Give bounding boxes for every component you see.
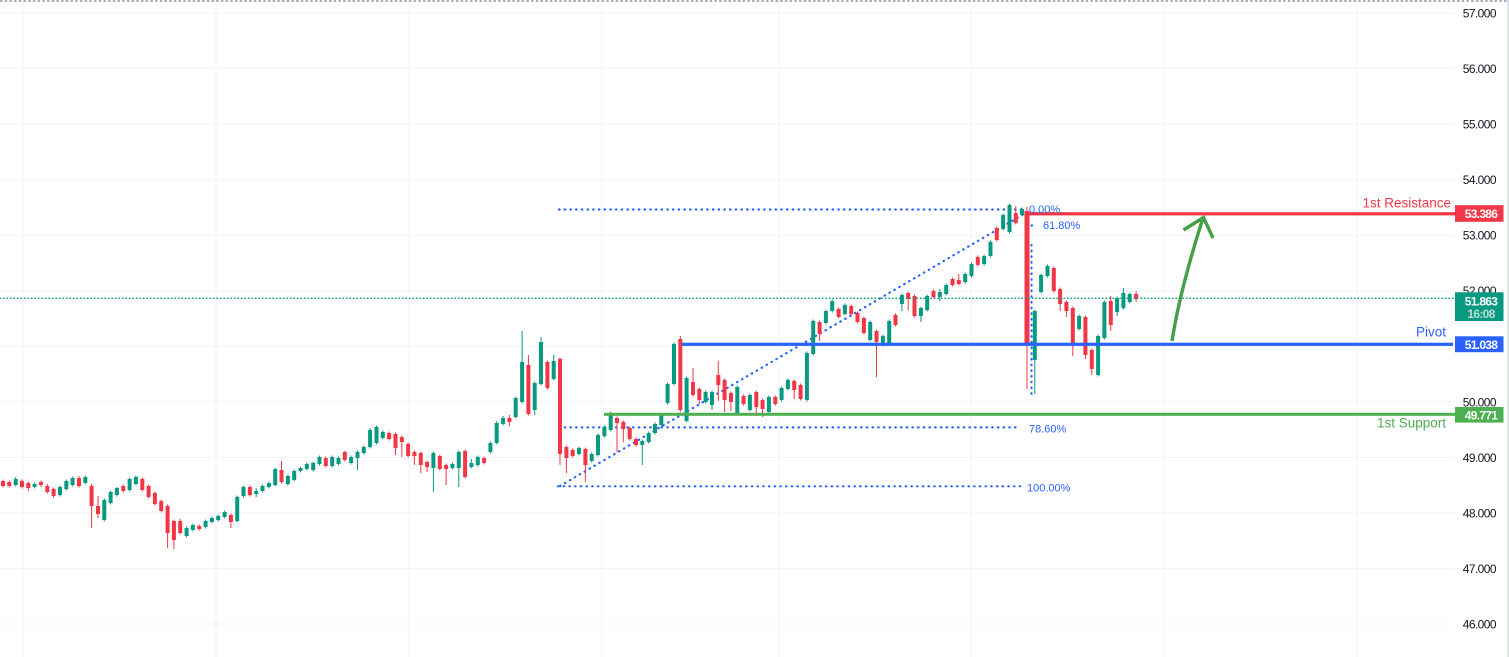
svg-text:53.000: 53.000 [1463, 229, 1497, 243]
svg-text:48.000: 48.000 [1463, 507, 1497, 521]
svg-text:0.00%: 0.00% [1029, 204, 1060, 216]
svg-text:Pivot: Pivot [1416, 325, 1446, 340]
svg-text:50.000: 50.000 [1463, 395, 1497, 409]
svg-text:49.771: 49.771 [1465, 408, 1499, 422]
svg-text:51.038: 51.038 [1465, 338, 1499, 352]
svg-text:56.000: 56.000 [1463, 62, 1497, 76]
svg-text:100.00%: 100.00% [1027, 483, 1071, 495]
svg-text:16:08: 16:08 [1467, 307, 1495, 321]
svg-text:54.000: 54.000 [1463, 173, 1497, 187]
svg-text:55.000: 55.000 [1463, 118, 1497, 132]
svg-text:49.000: 49.000 [1463, 451, 1497, 465]
svg-text:53.386: 53.386 [1465, 207, 1499, 221]
svg-text:1st Resistance: 1st Resistance [1362, 196, 1451, 211]
svg-text:47.000: 47.000 [1463, 562, 1497, 576]
svg-text:1st Support: 1st Support [1377, 416, 1446, 431]
svg-text:57.000: 57.000 [1463, 7, 1497, 21]
svg-text:61.80%: 61.80% [1043, 220, 1081, 232]
svg-text:51.863: 51.863 [1465, 294, 1499, 308]
svg-text:78.60%: 78.60% [1029, 424, 1067, 436]
svg-text:46.000: 46.000 [1463, 618, 1497, 632]
